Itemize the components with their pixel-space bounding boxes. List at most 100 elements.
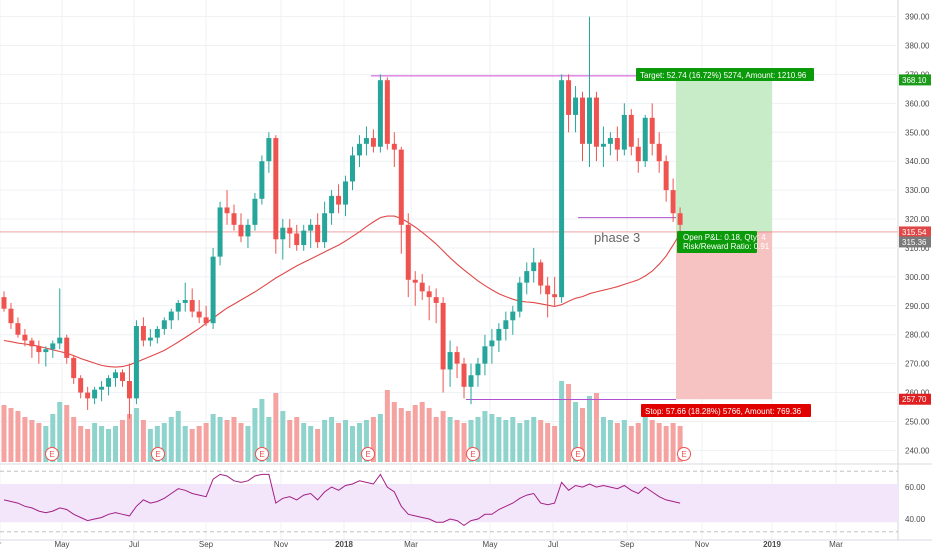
- y-tick-label: 360.00: [905, 99, 930, 108]
- candle-body: [238, 224, 244, 237]
- volume-bar: [287, 420, 293, 462]
- candle-body: [113, 372, 119, 379]
- candle-body: [29, 340, 35, 347]
- volume-bar: [552, 426, 558, 462]
- volume-bar: [126, 414, 132, 462]
- y-tick-label: 300.00: [905, 273, 930, 282]
- candle-body: [635, 146, 641, 162]
- volume-bar: [489, 414, 495, 462]
- y-tick-label: 250.00: [905, 418, 930, 427]
- volume-bar: [635, 423, 641, 462]
- volume-bar: [259, 399, 265, 462]
- volume-bar: [280, 411, 286, 462]
- candle-body: [329, 195, 335, 214]
- y-tick-label: 350.00: [905, 128, 930, 137]
- candle-body: [545, 285, 551, 295]
- candle-body: [482, 346, 488, 364]
- volume-bar: [593, 393, 599, 462]
- candle-body: [308, 224, 314, 231]
- candle-body: [670, 190, 676, 214]
- volume-bar: [22, 417, 28, 462]
- candle-body: [552, 294, 558, 298]
- candle-body: [628, 114, 634, 147]
- candle-body: [517, 282, 523, 312]
- y-tick-label: 280.00: [905, 331, 930, 340]
- candle-body: [503, 320, 509, 329]
- volume-bar: [586, 396, 592, 462]
- candle-body: [78, 378, 84, 393]
- earnings-label: E: [49, 450, 54, 459]
- candle-body: [189, 300, 195, 312]
- candle-body: [71, 357, 77, 379]
- earnings-marker: [255, 447, 269, 461]
- volume-bar: [405, 411, 411, 462]
- earnings-label: E: [155, 450, 160, 459]
- candle-body: [266, 138, 272, 162]
- volume-bar: [154, 426, 160, 462]
- volume-bar: [196, 426, 202, 462]
- candle-body: [350, 155, 355, 182]
- price-tag-box: [899, 74, 931, 86]
- y-tick-label: 390.00: [905, 13, 930, 22]
- volume-bar: [57, 402, 63, 462]
- candle-body: [586, 97, 592, 144]
- volume-bar: [119, 420, 125, 462]
- candle-body: [370, 138, 376, 147]
- volume-bar: [64, 405, 70, 462]
- candle-body: [64, 337, 70, 358]
- candle-body: [363, 138, 369, 144]
- volume-bar: [496, 417, 502, 462]
- volume-bar: [106, 429, 112, 462]
- volume-bar: [336, 423, 342, 462]
- candle-body: [384, 80, 390, 144]
- candle-body: [412, 279, 418, 283]
- earnings-marker: [361, 447, 375, 461]
- volume-bar: [412, 405, 418, 462]
- volume-bar: [600, 417, 606, 462]
- candle-body: [496, 328, 502, 341]
- moving-average: [3, 215, 681, 368]
- rsi-tick-label: 60.00: [905, 483, 926, 492]
- y-tick-label: 320.00: [905, 215, 930, 224]
- candle-body: [210, 256, 216, 324]
- volume-bar: [656, 423, 662, 462]
- volume-bar: [113, 426, 119, 462]
- volume-bar: [573, 402, 579, 462]
- moving-average-line: [3, 215, 681, 368]
- candle-body: [419, 282, 425, 292]
- volume-bar: [580, 408, 586, 462]
- candle-body: [36, 346, 42, 353]
- volume-bar: [92, 423, 98, 462]
- candles: [1, 16, 683, 419]
- earnings-marker: [151, 447, 165, 461]
- price-axis[interactable]: 240.00 250.00 260.00 270.00 280.00 290.00 300.…: [897, 0, 931, 540]
- volume-bar: [78, 426, 84, 462]
- candle-body: [343, 181, 349, 205]
- volume-bar: [203, 423, 209, 462]
- annotation-phase-3[interactable]: phase 3: [594, 230, 640, 245]
- volume-bar: [482, 411, 488, 462]
- volume-bar: [350, 426, 355, 462]
- candle-body: [566, 80, 572, 115]
- y-tick-label: 260.00: [905, 389, 930, 398]
- volume-bar: [99, 426, 105, 462]
- candle-body: [119, 372, 125, 382]
- volume-bar: [182, 426, 188, 462]
- candle-body: [559, 80, 565, 298]
- target-label: Target: 52.74 (16.72%) 5274, Amount: 121…: [640, 71, 807, 80]
- volume-bar: [266, 417, 272, 462]
- candle-body: [433, 297, 439, 303]
- candle-body: [140, 326, 146, 341]
- volume-bar: [468, 420, 474, 462]
- x-tick-label: Jul: [548, 540, 558, 549]
- x-tick-label: Mar: [404, 540, 418, 549]
- time-axis[interactable]: r May Jul Sep Nov 2018 Mar May Jul Sep Nov 2019 Mar: [0, 539, 932, 549]
- volume-bar: [161, 423, 167, 462]
- volume-bar: [377, 414, 383, 462]
- candle-body: [252, 198, 258, 225]
- candle-body: [8, 308, 14, 324]
- volume-bar: [29, 420, 35, 462]
- volume-bar: [545, 423, 551, 462]
